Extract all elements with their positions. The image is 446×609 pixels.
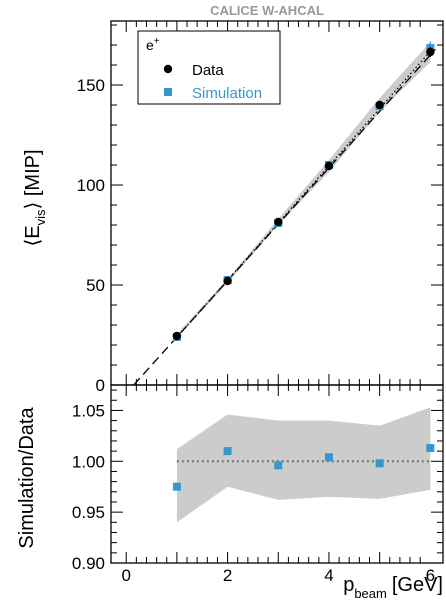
legend-title-sup: + — [154, 36, 160, 47]
ratio-point — [223, 447, 232, 456]
x-tick-label: 6 — [426, 566, 435, 585]
ratio-plot-frame — [110, 384, 444, 564]
ratio-x-ticks — [125, 385, 421, 563]
ratio-y-axis-label: Simulation/Data — [16, 407, 38, 549]
legend-data-marker — [163, 64, 173, 74]
ratio-y-tick-label: 1.05 — [72, 401, 105, 420]
main-y-tick-label: 0 — [96, 376, 105, 395]
x-axis-label-unit: [GeV] — [392, 574, 443, 596]
ratio-band-area — [176, 407, 431, 523]
main-data-points — [172, 41, 435, 341]
main-y-tick-label: 100 — [77, 176, 105, 195]
ratio-data-points — [172, 444, 435, 491]
ratio-point — [274, 461, 283, 470]
main-y-tick-label: 50 — [86, 276, 105, 295]
data-point — [172, 331, 182, 341]
legend-data-label: Data — [192, 62, 224, 79]
ratio-y-tick-label: 1.00 — [72, 452, 105, 471]
ratio-y-tick-label: 0.90 — [72, 554, 105, 573]
main-y-tick-label: 150 — [77, 76, 105, 95]
x-tick-label: 0 — [121, 566, 130, 585]
main-panel: 0 50 100 150 ⟨Evis⟩ [MIP] e+ Data Simulatio… — [22, 20, 444, 395]
ratio-y-ticks — [111, 389, 443, 564]
legend-title: e+ — [146, 36, 160, 53]
main-y-tick-labels: 0 50 100 150 — [77, 76, 105, 395]
chart-title: CALICE W-AHCAL — [210, 3, 324, 18]
ratio-error-band — [176, 407, 431, 523]
main-y-axis-label-sub: vis — [33, 209, 48, 225]
main-x-ticks — [125, 21, 421, 385]
data-point — [324, 161, 334, 171]
legend: e+ Data Simulation — [137, 30, 281, 105]
ratio-point — [375, 459, 384, 468]
legend-simulation-marker — [164, 88, 172, 96]
main-error-band — [176, 42, 431, 338]
data-point — [426, 47, 435, 57]
x-axis-label: pbeam [GeV] — [343, 574, 443, 601]
ratio-point — [172, 482, 181, 491]
x-tick-label: 2 — [223, 566, 232, 585]
main-y-axis-label: ⟨Evis⟩ [MIP] — [22, 149, 48, 246]
ratio-x-tick-labels: 0 2 4 6 — [121, 566, 435, 585]
ratio-point — [426, 444, 435, 453]
main-y-axis-label-unit: [MIP] — [22, 149, 44, 196]
ratio-panel: 0 2 4 6 0.90 0.95 1.00 1.05 Simulation/Data pb… — [16, 384, 444, 601]
dashed-fit-line — [133, 48, 436, 386]
ratio-y-tick-labels: 0.90 0.95 1.00 1.05 — [72, 401, 105, 573]
ratio-y-tick-label: 0.95 — [72, 503, 105, 522]
main-band-area — [176, 42, 431, 338]
legend-title-main: e — [146, 37, 154, 53]
main-y-axis-label-main: E — [22, 225, 44, 238]
main-fit-lines — [133, 48, 436, 386]
x-axis-label-sub: beam — [354, 586, 387, 601]
data-point — [274, 217, 283, 227]
x-tick-label: 4 — [324, 566, 333, 585]
legend-simulation-label: Simulation — [192, 85, 262, 102]
data-point — [223, 276, 232, 286]
legend-box — [137, 30, 281, 105]
x-axis-label-main: p — [343, 574, 354, 596]
ratio-point — [324, 453, 333, 462]
data-point — [375, 100, 384, 110]
